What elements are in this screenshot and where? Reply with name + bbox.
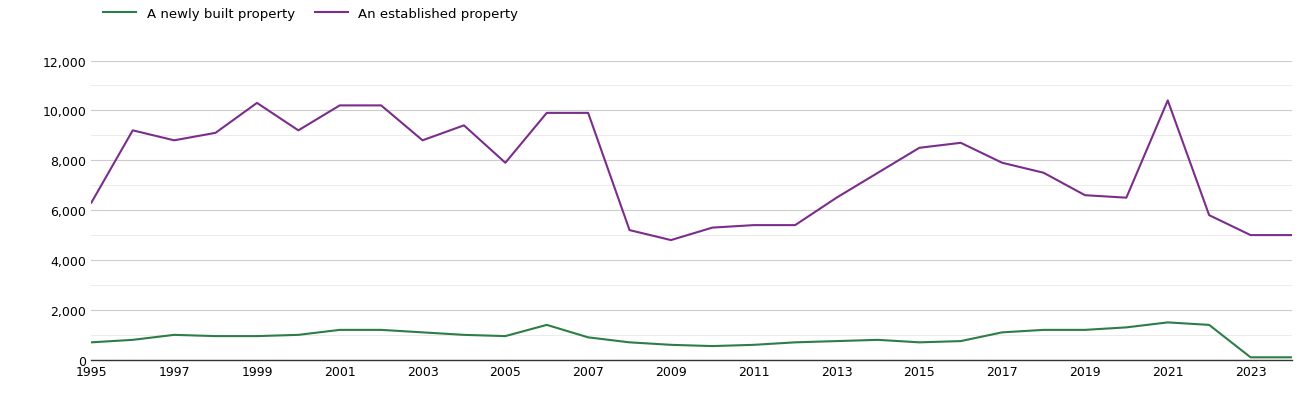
A newly built property: [1077, 328, 1092, 333]
A newly built property: [1242, 355, 1258, 360]
A newly built property: [539, 323, 555, 328]
An established property: [1202, 213, 1218, 218]
An established property: [291, 128, 307, 133]
A newly built property: [1284, 355, 1300, 360]
An established property: [207, 131, 223, 136]
An established property: [911, 146, 927, 151]
A newly built property: [125, 337, 141, 342]
A newly built property: [415, 330, 431, 335]
An established property: [373, 104, 389, 109]
An established property: [331, 104, 347, 109]
Line: An established property: An established property: [91, 101, 1292, 240]
An established property: [1284, 233, 1300, 238]
An established property: [621, 228, 637, 233]
An established property: [581, 111, 596, 116]
A newly built property: [746, 343, 762, 348]
A newly built property: [84, 340, 99, 345]
A newly built property: [994, 330, 1010, 335]
A newly built property: [457, 333, 472, 337]
An established property: [663, 238, 679, 243]
A newly built property: [663, 343, 679, 348]
A newly built property: [373, 328, 389, 333]
An established property: [249, 101, 265, 106]
An established property: [125, 128, 141, 133]
An established property: [497, 161, 513, 166]
A newly built property: [166, 333, 181, 337]
A newly built property: [1160, 320, 1176, 325]
A newly built property: [1036, 328, 1052, 333]
A newly built property: [497, 334, 513, 339]
An established property: [870, 171, 886, 176]
An established property: [457, 124, 472, 128]
An established property: [705, 226, 720, 231]
An established property: [1118, 196, 1134, 201]
An established property: [415, 139, 431, 144]
An established property: [166, 139, 181, 144]
An established property: [953, 141, 968, 146]
An established property: [1242, 233, 1258, 238]
A newly built property: [291, 333, 307, 337]
A newly built property: [207, 334, 223, 339]
A newly built property: [829, 339, 844, 344]
An established property: [84, 201, 99, 206]
A newly built property: [621, 340, 637, 345]
A newly built property: [581, 335, 596, 340]
A newly built property: [331, 328, 347, 333]
An established property: [829, 196, 844, 201]
An established property: [787, 223, 803, 228]
A newly built property: [1118, 325, 1134, 330]
An established property: [1077, 193, 1092, 198]
A newly built property: [249, 334, 265, 339]
A newly built property: [1202, 323, 1218, 328]
An established property: [539, 111, 555, 116]
Line: A newly built property: A newly built property: [91, 323, 1292, 357]
A newly built property: [705, 344, 720, 349]
An established property: [1036, 171, 1052, 176]
An established property: [1160, 99, 1176, 103]
A newly built property: [787, 340, 803, 345]
A newly built property: [870, 337, 886, 342]
A newly built property: [911, 340, 927, 345]
An established property: [746, 223, 762, 228]
A newly built property: [953, 339, 968, 344]
An established property: [994, 161, 1010, 166]
Legend: A newly built property, An established property: A newly built property, An established p…: [98, 2, 523, 26]
